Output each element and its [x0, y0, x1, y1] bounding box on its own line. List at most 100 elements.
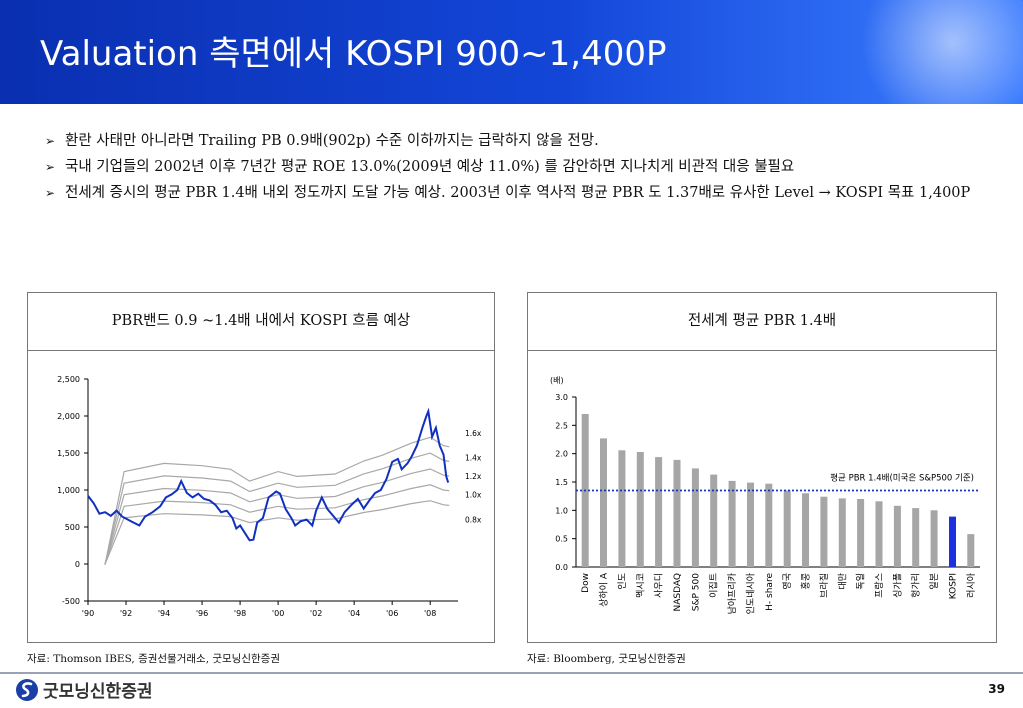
bar-8: [728, 480, 736, 567]
bar-20: [949, 516, 956, 567]
right-chart-source: 자료: Bloomberg, 굿모닝신한증권: [527, 653, 686, 665]
y-tick-label: 2,500: [57, 375, 80, 384]
x-tick-label: '06: [386, 609, 398, 618]
bar-17: [893, 505, 901, 567]
page-number: 39: [988, 682, 1005, 696]
kospi-line: [87, 407, 450, 542]
category-label: 러시아: [966, 572, 977, 598]
category-label: 이집트: [708, 573, 720, 598]
category-label: 인도네시아: [745, 572, 756, 614]
bar-12: [802, 493, 809, 567]
arrow-bullet-icon: ➢: [45, 134, 56, 148]
bar-1: [600, 438, 607, 567]
x-tick-label: '98: [234, 609, 246, 618]
bar-11: [783, 490, 791, 567]
category-label: S&P 500: [691, 573, 701, 611]
band-label: 1.0x: [465, 491, 482, 500]
bullet-list: ➢ 환란 사태만 아니라면 Trailing PB 0.9배(902p) 수준 이…: [45, 128, 1005, 206]
y-tick-label: -500: [62, 597, 80, 606]
x-tick-label: '04: [348, 609, 360, 618]
logo-swirl-icon: [16, 678, 38, 701]
pbr-band-line: [104, 436, 450, 565]
bar-15: [857, 499, 865, 567]
y-tick-label: 0: [75, 560, 80, 569]
y-tick-label: 0.0: [555, 563, 568, 572]
x-tick-label: '00: [272, 609, 284, 618]
y-tick-label: 0.5: [555, 535, 568, 544]
category-label: 사우디: [654, 573, 665, 598]
y-tick-label: 1,000: [57, 486, 80, 495]
bullet-item-2: ➢ 국내 기업들의 2002년 이후 7년간 평균 ROE 13.0%(2009년…: [45, 154, 1005, 180]
bullet-text: 환란 사태만 아니라면 Trailing PB 0.9배(902p) 수준 이하…: [65, 133, 599, 149]
globe-decoration: [843, 0, 1023, 104]
bar-7: [710, 474, 718, 567]
pbr-band-line: [104, 452, 450, 565]
logo-text: 굿모닝신한증권: [43, 682, 153, 702]
left-chart-source: 자료: Thomson IBES, 증권선물거래소, 굿모닝신한증권: [27, 653, 280, 665]
x-tick-label: '94: [158, 609, 170, 618]
category-label: H- share: [765, 573, 775, 611]
page-title: Valuation 측면에서 KOSPI 900~1,400P: [40, 34, 667, 74]
left-chart-panel: PBR밴드 0.9 ~1.4배 내에서 KOSPI 흐름 예상 2,500 2,0…: [27, 292, 495, 643]
y-tick-label: 500: [65, 523, 80, 532]
arrow-bullet-icon: ➢: [45, 186, 56, 200]
y-tick-label: 2.5: [555, 421, 568, 430]
x-tick-label: '08: [424, 609, 436, 618]
category-label: 남아프리카: [727, 573, 738, 614]
y-tick-label: 2,000: [57, 412, 80, 421]
category-label: 싱가폴: [892, 573, 903, 598]
right-chart-title: 전세계 평균 PBR 1.4배: [528, 293, 996, 351]
band-label: 1.2x: [465, 472, 482, 481]
bar-6: [691, 468, 699, 567]
bullet-text: 국내 기업들의 2002년 이후 7년간 평균 ROE 13.0%(2009년 …: [65, 159, 795, 175]
category-label: 영국: [782, 573, 793, 590]
bar-2: [618, 450, 626, 567]
category-label: 대만: [837, 573, 848, 590]
bar-13: [820, 496, 828, 567]
category-label: 브라질: [818, 573, 830, 598]
y-axis-unit: (배): [550, 376, 564, 385]
bar-18: [912, 508, 920, 567]
average-pbr-label: 평균 PBR 1.4배(미국은 S&P500 기준): [830, 473, 974, 484]
header-banner: Valuation 측면에서 KOSPI 900~1,400P: [0, 0, 1023, 104]
bullet-item-1: ➢ 환란 사태만 아니라면 Trailing PB 0.9배(902p) 수준 이…: [45, 128, 1005, 154]
band-label: 1.4x: [465, 453, 482, 462]
arrow-bullet-icon: ➢: [45, 160, 56, 174]
bar-4: [655, 457, 663, 567]
pbr-band-line: [104, 484, 450, 565]
category-label: 상하이 A: [599, 572, 610, 607]
bar-5: [673, 459, 681, 567]
category-label: KOSPI: [948, 573, 958, 599]
y-tick-label: 1.5: [555, 478, 568, 487]
pbr-band-line: [104, 500, 450, 565]
bar-14: [838, 498, 846, 567]
band-label: 1.6x: [465, 429, 482, 438]
category-label: 독일: [856, 573, 867, 590]
bar-16: [875, 501, 883, 567]
bar-9: [747, 482, 754, 567]
left-chart-title: PBR밴드 0.9 ~1.4배 내에서 KOSPI 흐름 예상: [28, 293, 494, 351]
footer-divider: [0, 672, 1023, 674]
category-label: 인도: [617, 573, 628, 590]
category-label: 프랑스: [873, 573, 885, 598]
y-tick-label: 3.0: [555, 393, 568, 402]
bar-3: [636, 452, 644, 567]
band-label: 0.8x: [465, 515, 482, 524]
y-tick-label: 1,500: [57, 449, 80, 458]
category-label: Dow: [581, 573, 591, 593]
bullet-text: 전세계 증시의 평균 PBR 1.4배 내외 정도까지 도달 가능 예상. 20…: [65, 185, 971, 201]
pbr-band-line: [104, 468, 450, 565]
company-logo: 굿모닝신한증권: [15, 677, 152, 702]
world-pbr-bar-chart: (배) 3.0 2.5 2.0 1.5 1.0 0.5 0.0 Dow 상하이 A 인도 멕시코 사우디…: [550, 376, 980, 614]
x-tick-label: '96: [196, 609, 208, 618]
pbr-band-line-chart: 2,500 2,000 1,500 1,000 500 0 -500'90 '92 '94 '96…: [57, 375, 482, 618]
bar-10: [765, 483, 773, 567]
x-tick-label: '92: [120, 609, 132, 618]
category-label: 일본: [929, 573, 940, 590]
bullet-item-3: ➢ 전세계 증시의 평균 PBR 1.4배 내외 정도까지 도달 가능 예상. 2…: [45, 180, 1005, 206]
right-chart-panel: 전세계 평균 PBR 1.4배 (배) 3.0 2.5 2.0 1.5 1.0 0.5 0.0…: [527, 292, 997, 643]
category-label: 멕시코: [635, 573, 646, 598]
y-tick-label: 2.0: [555, 450, 568, 459]
bar-21: [967, 534, 975, 567]
category-label: 홍콩: [800, 573, 812, 590]
